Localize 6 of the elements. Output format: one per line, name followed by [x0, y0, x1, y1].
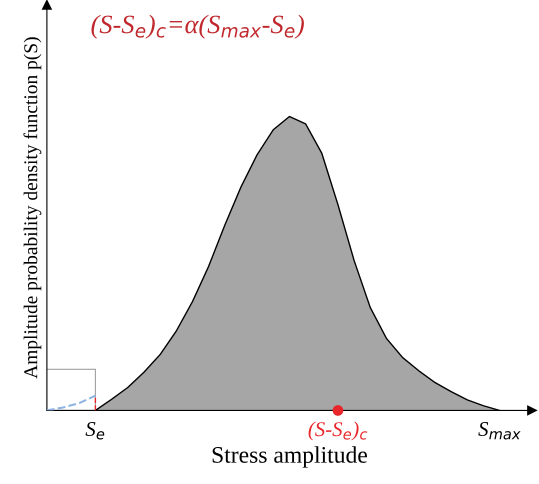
x-tick-label: S$_{e}$: [86, 422, 104, 440]
x-tick-label: (S-S$_{e}$)$_{c}$: [308, 422, 368, 440]
text: (S-S$_{e}$)$_{c}$=α(S$_{max}$-S$_{e}$): [91, 14, 304, 39]
x-tick-label: S$_{max}$: [478, 422, 521, 440]
y-axis-title: Amplitude probability density function p(S): [23, 37, 42, 379]
x-axis-title: Stress amplitude: [212, 446, 367, 468]
